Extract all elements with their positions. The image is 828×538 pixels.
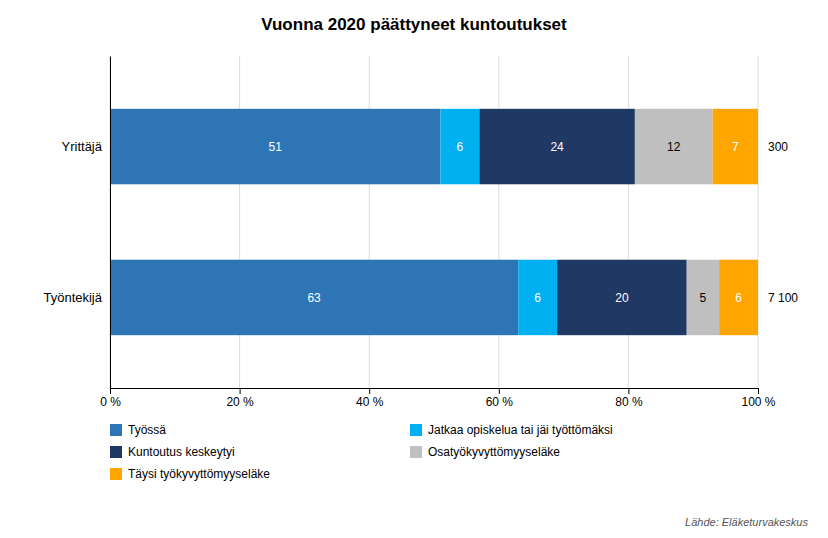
data-label: 20: [615, 291, 629, 305]
tick: 40 %: [356, 388, 384, 409]
data-label: 5: [700, 291, 707, 305]
legend-swatch: [110, 424, 122, 436]
bar: [635, 109, 713, 184]
bar: [110, 109, 440, 184]
legend-item: Jatkaa opiskelua tai jäi työttömäksi: [410, 423, 613, 437]
tick-mark: [110, 388, 111, 394]
bar: [713, 109, 758, 184]
grid-line: [628, 56, 629, 388]
bar: [518, 260, 557, 335]
legend-label: Kuntoutus keskeytyi: [128, 445, 235, 459]
data-label: 7: [732, 140, 739, 154]
tick-label: 40 %: [356, 395, 384, 409]
bar: [479, 109, 635, 184]
legend-swatch: [410, 424, 422, 436]
grid-line: [239, 56, 240, 388]
legend-item: Osatyökyvyttömyyseläke: [410, 445, 560, 459]
tick-label: 20 %: [226, 395, 254, 409]
grid-line: [110, 56, 111, 388]
legend-swatch: [110, 446, 122, 458]
legend-label: Täysi työkyvyttömyyseläke: [128, 467, 270, 481]
source: Lähde: Eläketurvakeskus: [685, 516, 808, 528]
data-label: 6: [735, 291, 742, 305]
tick-label: 100 %: [741, 395, 775, 409]
y-axis: Yrittäjä Työntekijä: [43, 57, 110, 389]
grid-line: [758, 56, 759, 388]
data-label: 51: [269, 140, 283, 154]
annotation: 7 100: [768, 291, 798, 305]
tick-label: 0 %: [100, 395, 121, 409]
bar: [719, 260, 758, 335]
legend: Työssä Jatkaa opiskelua tai jäi työttömäk…: [110, 423, 613, 481]
tick-mark: [369, 388, 370, 394]
legend-item: Työssä: [110, 423, 166, 437]
tick: Työntekijä: [43, 290, 110, 305]
tick: 80 %: [615, 388, 643, 409]
tick: 20 %: [226, 388, 254, 409]
legend-swatch: [110, 468, 122, 480]
data-label: 6: [457, 140, 464, 154]
title: Vuonna 2020 päättyneet kuntoutukset: [261, 15, 567, 34]
data-label: 63: [307, 291, 321, 305]
tick: Yrittäjä: [62, 139, 110, 154]
data-label: 12: [667, 140, 681, 154]
bar: [110, 260, 518, 335]
data-label: 24: [550, 140, 564, 154]
plot: 63 51 6 6 20 24 5 12 6 7 7 100 300 0 % 20 % 40 % 60 % 80…: [43, 56, 798, 409]
annotation: 300: [768, 140, 788, 154]
grid-line: [498, 56, 499, 388]
legend-item: Kuntoutus keskeytyi: [110, 445, 235, 459]
tick-label: 60 %: [486, 395, 514, 409]
tick-label: 80 %: [615, 395, 643, 409]
tick-label: Yrittäjä: [62, 139, 103, 154]
bar: [440, 109, 479, 184]
tick-mark: [240, 388, 241, 394]
tick-mark: [758, 388, 759, 394]
tick-mark: [499, 388, 500, 394]
tick: 100 %: [741, 388, 775, 409]
data-label: 6: [534, 291, 541, 305]
axis-line: [111, 389, 759, 395]
bars: [110, 109, 758, 335]
axis-line: [110, 57, 111, 389]
bar: [557, 260, 687, 335]
legend-label: Jatkaa opiskelua tai jäi työttömäksi: [428, 423, 613, 437]
grid-line: [369, 56, 370, 388]
legend-swatch: [410, 446, 422, 458]
tick: 0 %: [100, 388, 121, 409]
x-axis: 0 % 20 % 40 % 60 % 80 % 100 %: [100, 388, 776, 409]
grid: [110, 56, 758, 388]
legend-label: Osatyökyvyttömyyseläke: [428, 445, 560, 459]
tick-label: Työntekijä: [43, 290, 102, 305]
tick: 60 %: [486, 388, 514, 409]
legend-label: Työssä: [128, 423, 166, 437]
legend-item: Täysi työkyvyttömyyseläke: [110, 467, 270, 481]
data-labels: 63 51 6 6 20 24 5 12 6 7: [269, 140, 743, 305]
bar: [687, 260, 719, 335]
tick-mark: [628, 388, 629, 394]
chart: Vuonna 2020 päättyneet kuntoutukset63516…: [0, 0, 828, 538]
